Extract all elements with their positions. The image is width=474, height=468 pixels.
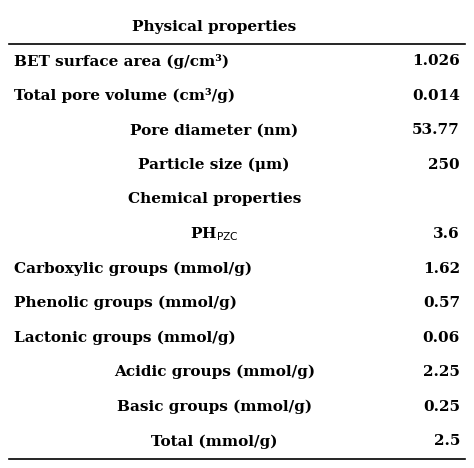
Text: Chemical properties: Chemical properties [128,192,301,206]
Text: Phenolic groups (mmol/g): Phenolic groups (mmol/g) [14,296,237,310]
Text: 250: 250 [428,158,460,172]
Text: Pore diameter (nm): Pore diameter (nm) [130,124,298,137]
Text: Basic groups (mmol/g): Basic groups (mmol/g) [117,400,312,414]
Text: 1.026: 1.026 [412,54,460,68]
Text: PH$_\mathrm{PZC}$: PH$_\mathrm{PZC}$ [190,225,238,243]
Text: Acidic groups (mmol/g): Acidic groups (mmol/g) [114,365,315,380]
Text: 2.25: 2.25 [423,365,460,379]
Text: 1.62: 1.62 [423,262,460,276]
Text: BET surface area (g/cm³): BET surface area (g/cm³) [14,54,229,69]
Text: 0.57: 0.57 [423,296,460,310]
Text: 53.77: 53.77 [412,124,460,137]
Text: 3.6: 3.6 [433,227,460,241]
Text: 2.5: 2.5 [434,434,460,448]
Text: 0.25: 0.25 [423,400,460,414]
Text: Lactonic groups (mmol/g): Lactonic groups (mmol/g) [14,330,236,345]
Text: Particle size (μm): Particle size (μm) [138,158,290,172]
Text: Physical properties: Physical properties [132,20,296,34]
Text: Carboxylic groups (mmol/g): Carboxylic groups (mmol/g) [14,261,252,276]
Text: 0.014: 0.014 [412,89,460,103]
Text: Total pore volume (cm³/g): Total pore volume (cm³/g) [14,88,235,103]
Text: 0.06: 0.06 [423,331,460,344]
Text: Total (mmol/g): Total (mmol/g) [151,434,277,448]
